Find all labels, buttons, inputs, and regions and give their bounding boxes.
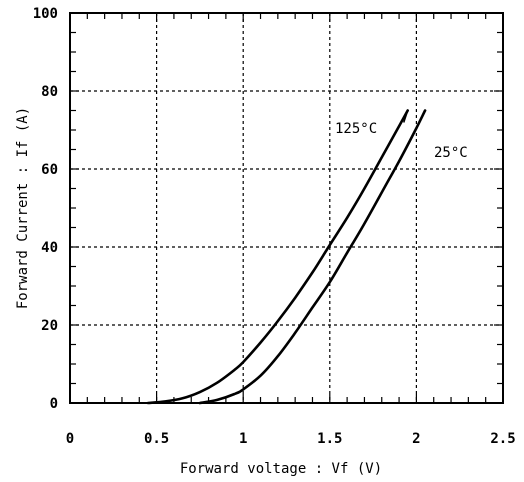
curve-label-125c: 125°C bbox=[335, 121, 377, 137]
series-curves bbox=[146, 109, 427, 405]
y-tick-label: 20 bbox=[41, 318, 58, 334]
y-axis-title: Forward Current : If (A) bbox=[15, 107, 31, 309]
x-axis-title: Forward voltage : Vf (V) bbox=[180, 461, 382, 477]
axis-ticks bbox=[69, 12, 504, 404]
y-tick-label: 0 bbox=[50, 396, 58, 412]
x-tick-labels: 0 0.5 1 1.5 2 2.5 bbox=[66, 431, 516, 447]
y-tick-labels: 0 20 40 60 80 100 bbox=[33, 6, 58, 412]
y-tick-label: 60 bbox=[41, 162, 58, 178]
curve-label-25c: 25°C bbox=[434, 145, 468, 161]
x-tick-label: 1.5 bbox=[317, 431, 342, 447]
x-tick-label: 0 bbox=[66, 431, 74, 447]
curve-label-125c-leader bbox=[403, 110, 409, 123]
series-line-125c bbox=[146, 109, 409, 405]
grid-lines bbox=[70, 13, 503, 403]
y-tick-label: 80 bbox=[41, 84, 58, 100]
series-line-25c bbox=[198, 109, 427, 405]
y-tick-label: 100 bbox=[33, 6, 58, 22]
x-tick-label: 0.5 bbox=[144, 431, 169, 447]
y-tick-label: 40 bbox=[41, 240, 58, 256]
x-tick-label: 2 bbox=[412, 431, 420, 447]
x-tick-label: 2.5 bbox=[490, 431, 515, 447]
x-tick-label: 1 bbox=[239, 431, 247, 447]
